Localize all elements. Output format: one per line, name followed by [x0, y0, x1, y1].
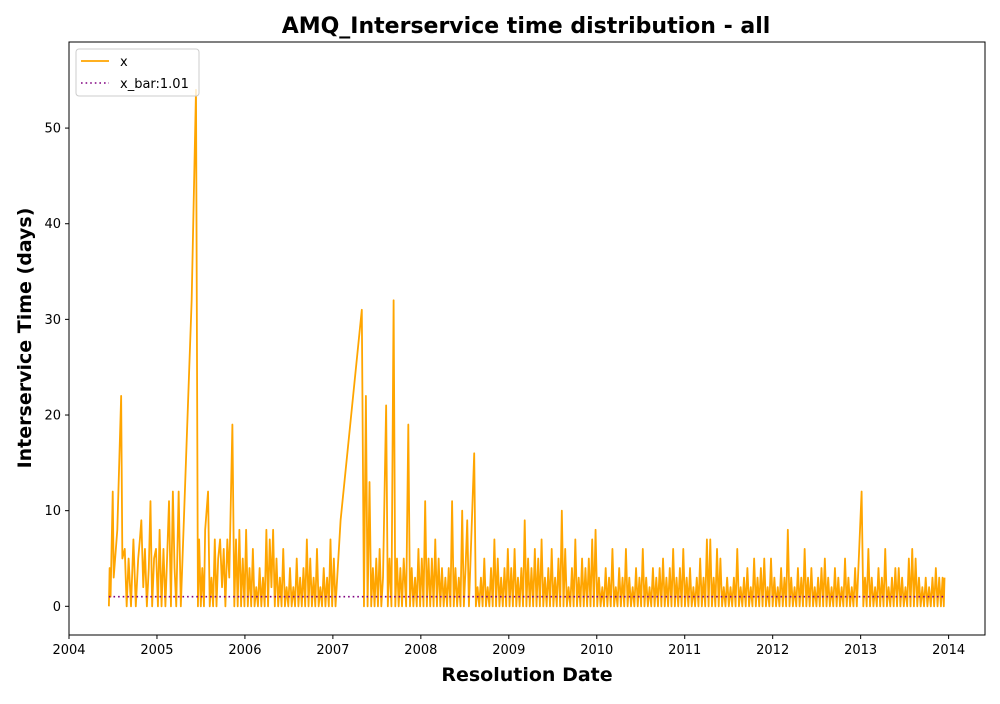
y-axis: 0 10 20 30 40 50: [44, 122, 69, 615]
x-tick-label: 2006: [228, 643, 261, 658]
y-tick-label: 30: [44, 313, 61, 328]
y-axis-label: Interservice Time (days): [14, 208, 36, 469]
x-tick-label: 2009: [492, 643, 525, 658]
series-layer: [107, 88, 946, 608]
x-tick-label: 2011: [668, 643, 701, 658]
x-tick-label: 2005: [140, 643, 173, 658]
y-tick-label: 40: [44, 217, 61, 232]
chart-title: AMQ_Interservice time distribution - all: [282, 14, 771, 39]
x-tick-label: 2012: [756, 643, 789, 658]
x-axis: 2004 2005 2006 2007 2008 2009 2010 2011 2012 2013…: [52, 635, 965, 658]
x-tick-label: 2010: [580, 643, 613, 658]
series-line-x: [107, 88, 946, 608]
legend-label-x: x: [120, 55, 128, 70]
x-tick-label: 2008: [404, 643, 437, 658]
plot-area: [69, 42, 985, 635]
y-tick-label: 0: [53, 600, 61, 615]
x-tick-label: 2004: [52, 643, 85, 658]
x-tick-label: 2007: [316, 643, 349, 658]
y-tick-label: 50: [44, 122, 61, 137]
y-tick-label: 10: [44, 504, 61, 519]
y-tick-label: 20: [44, 409, 61, 424]
legend: x x_bar:1.01: [75, 48, 200, 97]
x-tick-label: 2014: [932, 643, 965, 658]
x-tick-label: 2013: [844, 643, 877, 658]
legend-label-x-bar: x_bar:1.01: [120, 77, 189, 92]
x-axis-label: Resolution Date: [441, 664, 612, 686]
plot-frame: [68, 41, 986, 636]
